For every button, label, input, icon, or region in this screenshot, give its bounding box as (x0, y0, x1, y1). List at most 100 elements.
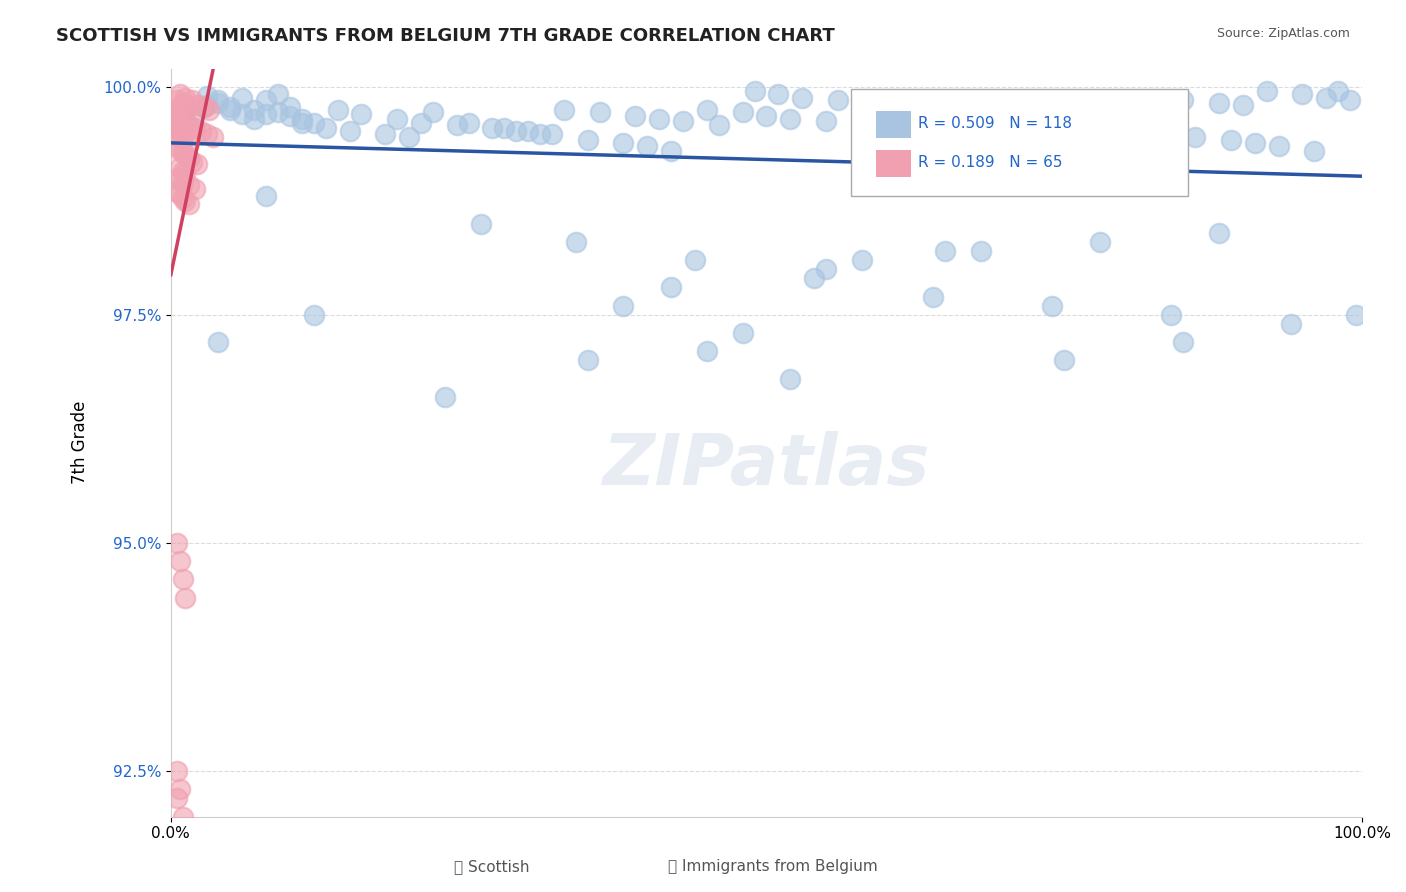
Point (1053, 353, 1076, 368)
Point (169, 782, 191, 797)
Point (898, 123, 921, 137)
Point (177, 136, 200, 151)
Point (934, 127, 956, 141)
Point (851, 118, 873, 132)
Point (166, 171, 188, 186)
Point (1256, 84, 1278, 98)
Point (169, 173, 191, 187)
Point (201, 130, 224, 145)
Point (172, 163, 194, 178)
Point (659, 144, 682, 158)
Point (409, 116, 432, 130)
Point (315, 120, 337, 135)
Point (169, 116, 191, 130)
Point (731, 326, 754, 340)
Point (169, 160, 191, 174)
Point (768, 87, 790, 101)
Point (446, 118, 468, 132)
Point (166, 185, 188, 199)
Point (505, 123, 527, 137)
Point (166, 103, 188, 117)
Point (1064, 118, 1087, 132)
Point (875, 120, 897, 135)
Point (529, 127, 551, 141)
Point (172, 127, 194, 141)
Point (1173, 94, 1195, 108)
Point (302, 116, 325, 130)
Point (1088, 103, 1111, 117)
Point (174, 91, 197, 105)
Point (172, 109, 194, 123)
Point (683, 253, 706, 268)
Point (612, 299, 634, 313)
Point (814, 114, 837, 128)
Point (481, 120, 503, 135)
Point (470, 217, 492, 231)
Point (779, 372, 801, 386)
Point (910, 103, 932, 117)
Point (267, 87, 290, 101)
Point (1005, 112, 1028, 126)
Point (803, 271, 825, 285)
Point (166, 120, 188, 135)
Text: SCOTTISH VS IMMIGRANTS FROM BELGIUM 7TH GRADE CORRELATION CHART: SCOTTISH VS IMMIGRANTS FROM BELGIUM 7TH … (56, 27, 835, 45)
Point (553, 103, 575, 117)
Point (1017, 100, 1039, 114)
Point (1088, 235, 1111, 249)
Point (291, 116, 314, 130)
Point (195, 88, 218, 103)
Point (648, 112, 671, 126)
Point (755, 109, 778, 123)
Point (174, 148, 197, 162)
Point (169, 554, 191, 568)
Point (172, 809, 194, 823)
Point (183, 120, 205, 135)
Point (1149, 127, 1171, 141)
Point (166, 94, 188, 108)
Point (181, 154, 204, 169)
Point (166, 109, 188, 123)
Point (190, 123, 212, 137)
Point (278, 109, 301, 123)
Point (302, 308, 325, 322)
Point (1029, 114, 1052, 128)
Point (1160, 308, 1182, 322)
Text: ⬜ Scottish: ⬜ Scottish (454, 859, 530, 874)
Point (970, 244, 993, 258)
Point (166, 103, 188, 117)
Point (779, 112, 801, 126)
Point (207, 96, 229, 111)
Point (1220, 133, 1243, 147)
Point (169, 130, 191, 145)
Point (172, 96, 194, 111)
Point (1208, 226, 1230, 240)
Point (172, 176, 194, 190)
Point (1125, 123, 1147, 137)
Point (339, 123, 361, 137)
Point (517, 123, 540, 137)
Point (981, 109, 1004, 123)
Point (1053, 98, 1076, 112)
Point (851, 253, 873, 268)
Text: ZIPatlas: ZIPatlas (603, 431, 931, 500)
Point (696, 103, 718, 117)
Point (422, 105, 444, 120)
Point (374, 127, 396, 141)
Point (254, 189, 277, 203)
Point (350, 107, 373, 121)
Point (177, 151, 200, 165)
Point (172, 112, 194, 126)
Point (177, 120, 200, 135)
Point (169, 123, 191, 137)
Point (291, 112, 314, 126)
Point (814, 262, 837, 277)
Point (1339, 94, 1361, 108)
Point (922, 290, 945, 304)
Point (172, 191, 194, 205)
Point (172, 133, 194, 147)
Point (636, 139, 658, 153)
Point (565, 235, 588, 249)
Point (169, 87, 191, 101)
Point (177, 178, 200, 193)
Point (177, 118, 200, 132)
